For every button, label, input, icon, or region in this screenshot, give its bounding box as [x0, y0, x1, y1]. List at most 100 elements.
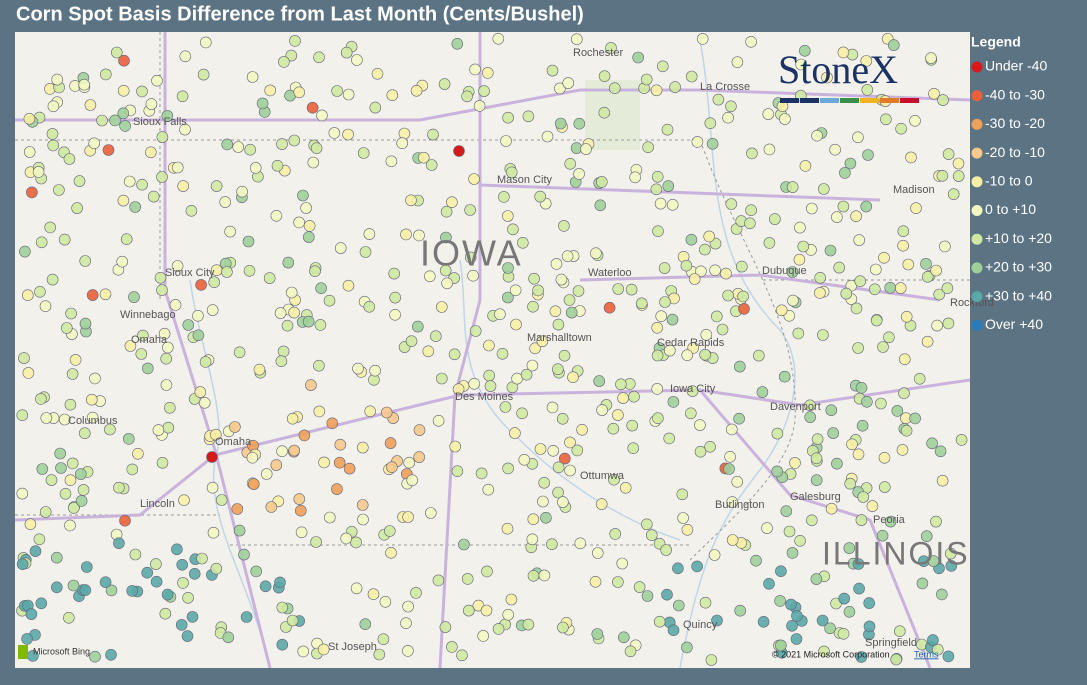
legend-label: 0 to +10 — [985, 201, 1036, 217]
location-dot — [775, 565, 787, 578]
location-dot — [883, 331, 895, 344]
location-dot — [297, 645, 310, 658]
location-dot — [711, 614, 723, 627]
location-dot — [424, 507, 437, 519]
location-dot — [263, 272, 276, 284]
location-dot — [552, 461, 565, 474]
location-dot — [756, 386, 769, 398]
location-dot — [505, 593, 518, 606]
location-dot — [617, 631, 630, 644]
location-dot — [529, 342, 541, 355]
location-dot — [77, 484, 90, 496]
location-dot — [844, 477, 857, 490]
location-dot — [160, 352, 172, 365]
location-dot — [783, 525, 796, 538]
location-dot — [624, 645, 637, 658]
location-dot — [763, 143, 776, 156]
location-dot — [158, 327, 171, 340]
location-dot — [594, 199, 607, 212]
location-dot — [854, 275, 867, 288]
location-dot — [556, 412, 569, 425]
location-dot — [400, 617, 412, 630]
location-dot — [16, 487, 29, 500]
location-dot — [432, 414, 445, 427]
location-dot — [824, 622, 836, 635]
location-dot — [921, 335, 934, 348]
location-dot — [18, 352, 30, 364]
location-dot — [274, 307, 287, 319]
location-dot — [188, 567, 201, 580]
location-dot — [562, 77, 575, 89]
logo-bar-segment — [820, 98, 839, 103]
location-dot — [316, 109, 328, 122]
location-dot — [456, 649, 468, 662]
logo-bar-segment — [900, 98, 919, 103]
terms-link[interactable]: Terms — [914, 649, 939, 659]
location-dot — [710, 310, 723, 323]
location-dot — [288, 306, 300, 319]
location-dot — [124, 340, 137, 352]
location-dot — [724, 450, 736, 463]
location-dot — [546, 538, 558, 551]
location-dot — [293, 86, 306, 99]
location-dot — [769, 213, 781, 225]
location-dot — [46, 128, 59, 140]
location-dot — [178, 494, 190, 507]
location-dot — [84, 99, 97, 111]
place-label: Davenport — [770, 401, 821, 413]
location-dot — [54, 447, 67, 460]
location-dot — [870, 314, 883, 327]
location-dot — [244, 143, 256, 156]
location-dot — [650, 84, 663, 97]
location-dot — [236, 185, 248, 198]
location-dot — [323, 511, 336, 524]
location-dot — [656, 60, 669, 73]
location-dot — [771, 465, 784, 478]
location-dot — [286, 412, 299, 425]
location-dot — [119, 514, 131, 527]
location-dot — [50, 551, 63, 564]
location-dot — [745, 204, 757, 216]
location-dot — [810, 474, 823, 487]
location-dot — [47, 139, 60, 152]
location-dot — [159, 607, 172, 620]
location-dot — [182, 591, 194, 604]
place-label: Lincoln — [140, 498, 175, 510]
location-dot — [925, 52, 937, 64]
logo-bar-segment — [840, 98, 859, 103]
location-dot — [633, 581, 646, 593]
location-dot — [219, 196, 231, 208]
location-dot — [79, 427, 91, 440]
location-dot — [573, 117, 586, 130]
location-dot — [119, 120, 131, 132]
location-dot — [574, 537, 587, 550]
location-dot — [79, 584, 92, 596]
place-label: Ottumwa — [580, 470, 625, 482]
location-dot — [156, 456, 169, 469]
location-dot — [331, 85, 343, 97]
location-dot — [558, 349, 571, 362]
location-dot — [440, 205, 453, 218]
location-dot — [179, 50, 192, 63]
location-dot — [612, 409, 624, 421]
location-dot — [411, 320, 424, 333]
location-dot — [413, 229, 425, 242]
location-dot — [564, 464, 576, 477]
location-dot — [256, 97, 269, 110]
location-dot — [522, 618, 535, 631]
location-dot — [150, 575, 163, 588]
location-dot — [853, 582, 865, 595]
location-dot — [837, 46, 850, 59]
location-dot — [855, 514, 868, 526]
location-dot — [937, 94, 949, 106]
location-dot — [331, 483, 343, 495]
location-dot — [440, 231, 452, 244]
location-dot — [126, 585, 138, 597]
provider: Microsoft Bing — [33, 646, 90, 656]
logo: StoneX — [778, 47, 919, 103]
location-dot — [852, 342, 864, 354]
location-dot — [829, 143, 841, 156]
state-label: IOWA — [420, 233, 523, 274]
place-label: Cedar Rapids — [657, 337, 725, 349]
location-dot — [233, 524, 246, 537]
